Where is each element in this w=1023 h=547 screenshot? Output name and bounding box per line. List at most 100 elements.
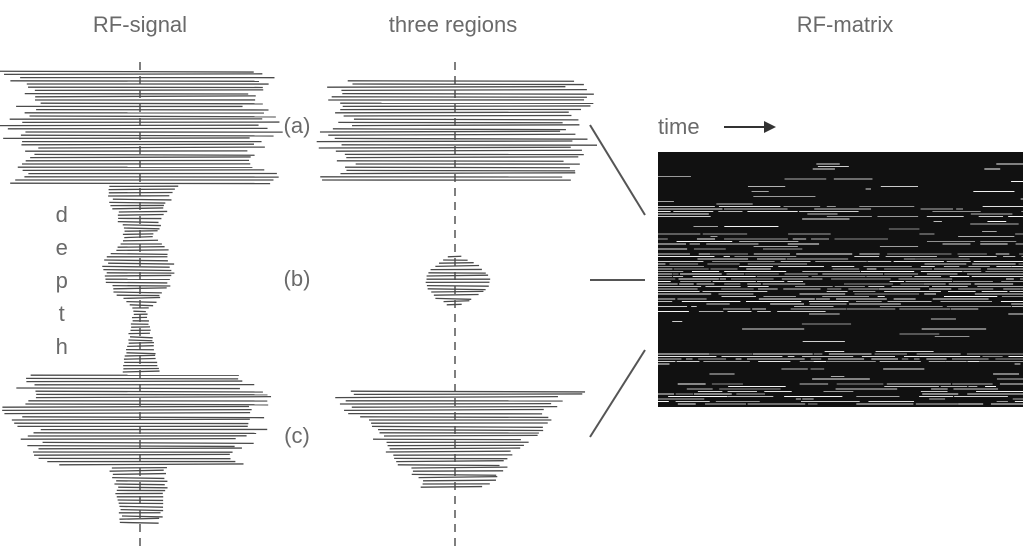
wave-stroke: [29, 115, 276, 118]
wave-stroke: [427, 288, 486, 291]
wave-stroke: [35, 390, 263, 393]
wave-stroke: [335, 149, 582, 152]
wave-stroke: [104, 259, 168, 262]
wave-stroke: [113, 291, 162, 294]
connector: [589, 349, 646, 438]
wave-stroke: [418, 475, 498, 479]
wave-stroke: [122, 239, 159, 242]
wave-stroke: [389, 447, 521, 450]
wave-stroke: [126, 300, 157, 303]
axis-label: time: [658, 114, 700, 139]
wave-stroke: [20, 438, 236, 440]
wave-stroke: [4, 73, 263, 76]
wave-stroke: [433, 293, 479, 296]
wave-stroke: [118, 486, 168, 489]
axis-label: depth: [49, 202, 74, 367]
wave-stroke: [22, 169, 265, 172]
rf-matrix-lines: [658, 163, 1023, 405]
wave-stroke: [4, 411, 251, 415]
wave-stroke: [319, 130, 561, 133]
wave-stroke: [112, 472, 167, 476]
time-arrow-head: [764, 121, 776, 133]
wave-stroke: [105, 281, 168, 284]
wave-stroke: [119, 505, 164, 508]
wave-stroke: [371, 425, 543, 428]
wave-stroke: [120, 508, 164, 512]
wave-stroke: [332, 128, 566, 131]
wave-stroke: [447, 255, 462, 258]
wave-stroke: [35, 396, 272, 399]
wave-stroke: [342, 92, 594, 95]
wave-stroke: [42, 441, 254, 444]
wave-stroke: [127, 345, 154, 348]
wave-stroke: [124, 235, 153, 239]
wave-stroke: [119, 517, 160, 520]
wave-stroke: [10, 80, 260, 82]
wave-stroke: [104, 274, 172, 277]
wave-stroke: [34, 89, 264, 92]
wave-stroke: [117, 246, 165, 248]
wave-stroke: [122, 233, 154, 236]
wave-stroke: [443, 300, 470, 303]
wave-stroke: [385, 450, 511, 453]
wave-stroke: [22, 416, 265, 419]
wave-stroke: [112, 476, 165, 480]
wave-stroke: [396, 460, 504, 463]
wave-stroke: [397, 464, 500, 467]
waveforms: [0, 70, 598, 524]
wave-stroke: [426, 274, 489, 277]
wave-stroke: [343, 114, 572, 117]
wave-stroke: [123, 227, 160, 230]
wave-stroke: [411, 473, 497, 476]
region-label: (a): [284, 113, 311, 138]
wave-stroke: [335, 111, 569, 114]
wave-stroke: [378, 428, 544, 432]
wave-stroke: [346, 156, 579, 159]
wave-stroke: [38, 146, 265, 149]
wave-stroke: [34, 153, 255, 156]
wave-stroke: [0, 70, 254, 73]
region-label: (c): [284, 423, 310, 448]
wave-stroke: [435, 297, 472, 300]
panel-title: three regions: [389, 12, 517, 37]
wave-stroke: [122, 370, 160, 373]
panel-title: RF-signal: [93, 12, 187, 37]
wave-stroke: [113, 287, 167, 290]
wave-stroke: [109, 201, 166, 204]
wave-stroke: [103, 268, 172, 272]
wave-stroke: [129, 336, 153, 339]
wave-stroke: [102, 265, 170, 268]
wave-stroke: [26, 380, 243, 383]
wave-stroke: [21, 143, 255, 146]
wave-stroke: [335, 396, 558, 399]
wave-stroke: [117, 213, 164, 216]
wave-stroke: [318, 146, 571, 149]
wave-stroke: [352, 83, 584, 86]
wave-stroke: [35, 95, 256, 98]
wave-stroke: [122, 224, 161, 227]
wave-stroke: [25, 403, 269, 406]
wave-stroke: [128, 341, 154, 344]
wave-stroke: [112, 198, 172, 201]
wave-stroke: [121, 515, 163, 518]
wave-stroke: [116, 480, 168, 482]
wave-stroke: [126, 352, 156, 355]
wave-stroke: [328, 133, 576, 136]
wave-stroke: [344, 408, 544, 412]
wave-stroke: [351, 406, 558, 408]
panel-title: RF-matrix: [797, 12, 894, 37]
wave-stroke: [426, 284, 489, 287]
wave-stroke: [128, 339, 153, 342]
wave-stroke: [40, 102, 263, 105]
wave-stroke: [420, 485, 483, 488]
wave-stroke: [123, 296, 161, 300]
wave-stroke: [334, 137, 588, 140]
wave-stroke: [353, 118, 579, 121]
wave-stroke: [112, 207, 164, 210]
wave-stroke: [117, 220, 159, 224]
wave-stroke: [360, 416, 549, 419]
wave-stroke: [124, 354, 156, 357]
wave-stroke: [30, 156, 251, 159]
